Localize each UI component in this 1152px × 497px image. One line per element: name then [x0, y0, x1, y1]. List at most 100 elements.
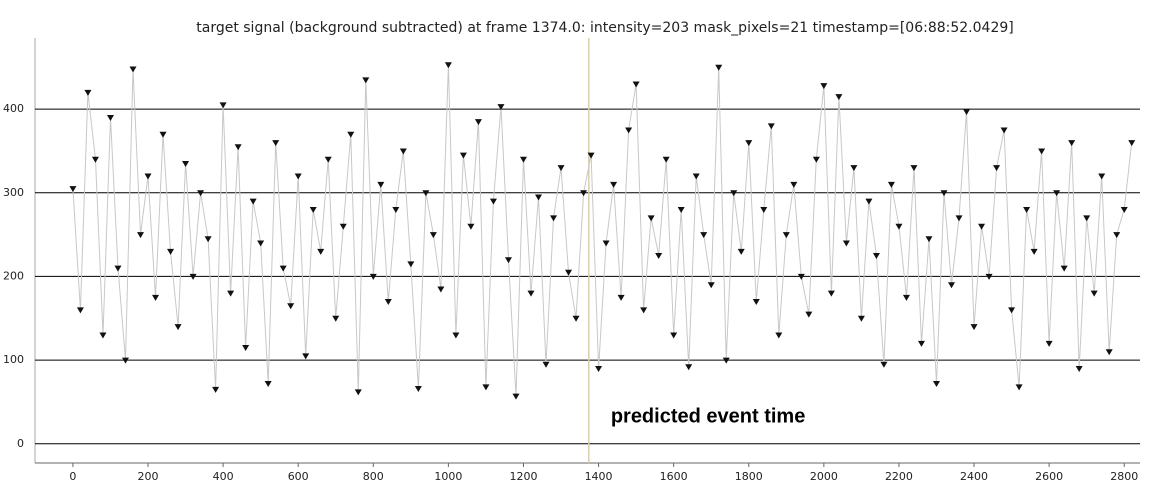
point [121, 357, 129, 364]
point [865, 198, 873, 205]
point [993, 165, 1001, 172]
point [820, 83, 828, 90]
point [565, 269, 573, 276]
point [1113, 232, 1121, 239]
point [339, 223, 347, 230]
point [242, 345, 250, 352]
point [279, 265, 287, 272]
x-tick-label: 800 [363, 470, 384, 483]
x-tick-label: 1000 [434, 470, 462, 483]
point [429, 232, 437, 239]
point [932, 381, 940, 388]
point [775, 332, 783, 339]
point [144, 173, 152, 180]
point [129, 66, 137, 73]
point [677, 207, 685, 214]
x-tick-label: 1800 [735, 470, 763, 483]
point [655, 253, 663, 260]
point [535, 194, 543, 201]
signal-line [72, 64, 1133, 397]
point [1098, 173, 1106, 180]
point [625, 127, 633, 134]
point [752, 299, 760, 306]
point [249, 198, 257, 205]
point [106, 114, 114, 121]
y-tick-label: 200 [3, 269, 24, 282]
point [257, 240, 265, 247]
point [602, 240, 610, 247]
point [692, 173, 700, 180]
point [572, 315, 580, 322]
point [1060, 265, 1068, 272]
point [782, 232, 790, 239]
point [287, 303, 295, 310]
point [347, 131, 355, 138]
point [317, 248, 325, 255]
point [595, 365, 603, 372]
point [1090, 290, 1098, 297]
point [640, 307, 648, 314]
point [212, 386, 220, 393]
point [587, 152, 595, 159]
point [1038, 148, 1046, 155]
point [940, 190, 948, 197]
point [377, 181, 385, 188]
point [970, 324, 978, 331]
point [1128, 140, 1136, 147]
point [948, 282, 956, 289]
y-tick-label: 300 [3, 186, 24, 199]
point [91, 156, 99, 163]
point [399, 148, 407, 155]
point [504, 257, 512, 264]
point [1015, 384, 1023, 391]
point [857, 315, 865, 322]
point [99, 332, 107, 339]
point [978, 223, 986, 230]
chart-title: target signal (background subtracted) at… [196, 20, 1013, 36]
point [302, 353, 310, 360]
point [204, 236, 212, 243]
point [827, 290, 835, 297]
x-tick-label: 2800 [1110, 470, 1138, 483]
point [167, 248, 175, 255]
point [114, 265, 122, 272]
point [647, 215, 655, 222]
point [707, 282, 715, 289]
x-tick-label: 400 [213, 470, 234, 483]
point [1045, 340, 1053, 347]
point [722, 357, 730, 364]
point [1068, 140, 1076, 147]
point [174, 324, 182, 331]
point [737, 248, 745, 255]
point [700, 232, 708, 239]
y-tick-label: 0 [17, 437, 24, 450]
point [662, 156, 670, 163]
point [955, 215, 963, 222]
point [497, 104, 505, 111]
point [189, 273, 197, 280]
point [467, 223, 475, 230]
point [1075, 365, 1083, 372]
point [1000, 127, 1008, 134]
x-tick-label: 2400 [960, 470, 988, 483]
point [332, 315, 340, 322]
x-tick-label: 0 [69, 470, 76, 483]
x-tick-label: 600 [288, 470, 309, 483]
point [760, 207, 768, 214]
point [1030, 248, 1038, 255]
point [767, 123, 775, 130]
point [1120, 207, 1128, 214]
point [917, 340, 925, 347]
point [1083, 215, 1091, 222]
point [437, 286, 445, 293]
point [1053, 190, 1061, 197]
point [137, 232, 145, 239]
point [474, 119, 482, 126]
point [422, 190, 430, 197]
point [197, 190, 205, 197]
x-tick-label: 2600 [1035, 470, 1063, 483]
point [272, 140, 280, 147]
point [182, 160, 190, 167]
point [76, 307, 84, 314]
point [730, 190, 738, 197]
